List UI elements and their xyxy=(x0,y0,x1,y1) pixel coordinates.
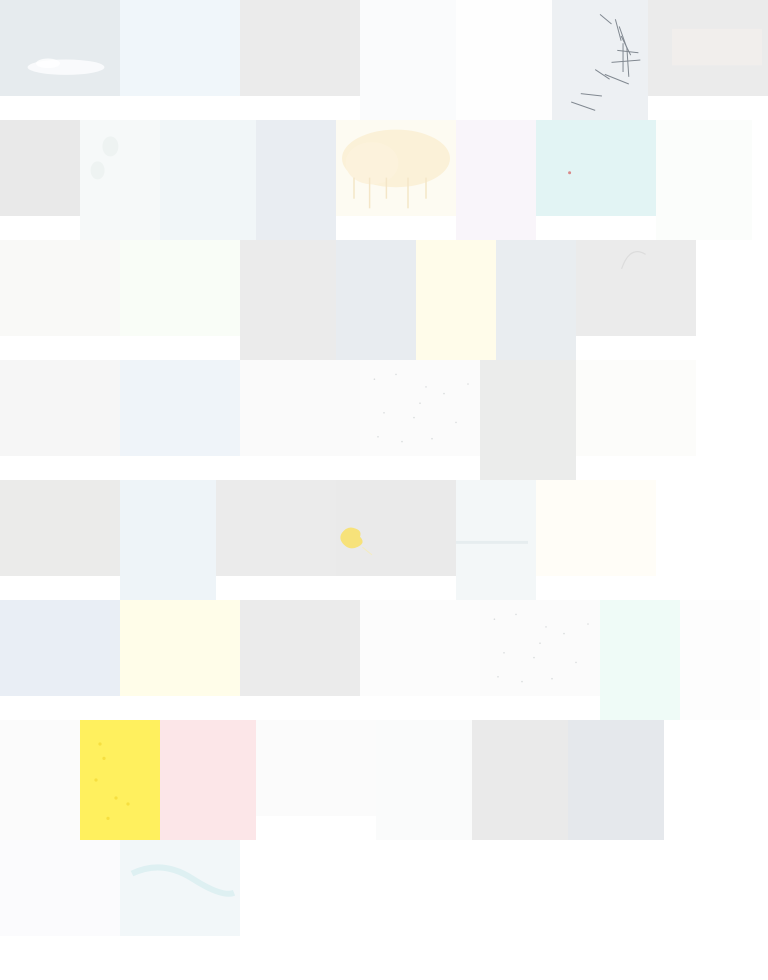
image-thumbnail[interactable] xyxy=(120,600,240,696)
thumbnail-artwork xyxy=(340,527,373,556)
image-thumbnail[interactable] xyxy=(472,720,568,840)
image-thumbnail[interactable] xyxy=(480,360,576,480)
image-thumbnail[interactable] xyxy=(600,600,680,720)
image-thumbnail[interactable] xyxy=(0,720,80,840)
thumbnail-artwork xyxy=(621,251,646,269)
image-thumbnail[interactable] xyxy=(680,600,760,720)
image-thumbnail[interactable] xyxy=(120,360,240,456)
image-thumbnail[interactable] xyxy=(456,0,552,120)
thumbnail-artwork xyxy=(90,136,119,180)
image-thumbnail[interactable] xyxy=(160,120,256,240)
image-thumbnail[interactable] xyxy=(0,600,120,696)
thumbnail-artwork xyxy=(130,864,236,897)
thumbnail-artwork xyxy=(571,14,641,111)
image-thumbnail[interactable] xyxy=(656,120,752,240)
thumbnail-artwork xyxy=(456,540,528,544)
image-thumbnail[interactable] xyxy=(480,600,600,696)
image-thumbnail[interactable] xyxy=(496,240,576,360)
image-thumbnail[interactable] xyxy=(536,480,656,576)
image-thumbnail[interactable] xyxy=(240,600,360,696)
image-thumbnail[interactable] xyxy=(240,240,336,360)
image-thumbnail[interactable] xyxy=(80,720,160,840)
image-thumbnail[interactable] xyxy=(80,120,160,240)
image-thumbnail[interactable] xyxy=(456,120,536,240)
image-thumbnail[interactable] xyxy=(256,720,376,816)
image-thumbnail[interactable] xyxy=(0,480,120,576)
thumbnail-artwork xyxy=(27,58,105,75)
image-thumbnail[interactable] xyxy=(360,0,456,120)
image-thumbnail[interactable] xyxy=(216,480,336,576)
image-thumbnail[interactable] xyxy=(360,600,480,696)
image-thumbnail[interactable] xyxy=(456,480,536,600)
image-thumbnail[interactable] xyxy=(416,240,496,360)
thumbnail-artwork xyxy=(568,171,572,175)
image-thumbnail[interactable] xyxy=(256,120,336,240)
image-thumbnail[interactable] xyxy=(0,360,120,456)
image-thumbnail[interactable] xyxy=(552,0,648,120)
image-thumbnail[interactable] xyxy=(0,120,80,216)
image-thumbnail[interactable] xyxy=(0,840,120,936)
thumbnail-artwork xyxy=(342,129,450,209)
image-thumbnail[interactable] xyxy=(120,480,216,600)
image-thumbnail[interactable] xyxy=(336,240,416,360)
image-thumbnail[interactable] xyxy=(240,360,360,456)
image-thumbnail[interactable] xyxy=(0,0,120,96)
image-thumbnail[interactable] xyxy=(240,0,360,96)
image-thumbnail[interactable] xyxy=(120,0,240,96)
image-thumbnail[interactable] xyxy=(648,0,768,96)
image-thumbnail[interactable] xyxy=(160,720,256,840)
image-thumbnail[interactable] xyxy=(0,240,120,336)
image-thumbnail[interactable] xyxy=(376,720,472,840)
image-thumbnail[interactable] xyxy=(120,240,240,336)
image-thumbnail[interactable] xyxy=(336,480,456,576)
thumbnail-artwork xyxy=(493,613,589,683)
image-thumbnail[interactable] xyxy=(120,840,240,936)
image-thumbnail[interactable] xyxy=(576,240,696,336)
image-thumbnail[interactable] xyxy=(576,360,696,456)
image-thumbnail[interactable] xyxy=(336,120,456,216)
thumbnail-artwork xyxy=(94,742,130,820)
image-thumbnail[interactable] xyxy=(360,360,480,456)
image-thumbnail[interactable] xyxy=(568,720,664,840)
image-thumbnail[interactable] xyxy=(536,120,656,216)
thumbnail-artwork xyxy=(373,373,469,443)
thumbnail-artwork xyxy=(672,28,762,66)
